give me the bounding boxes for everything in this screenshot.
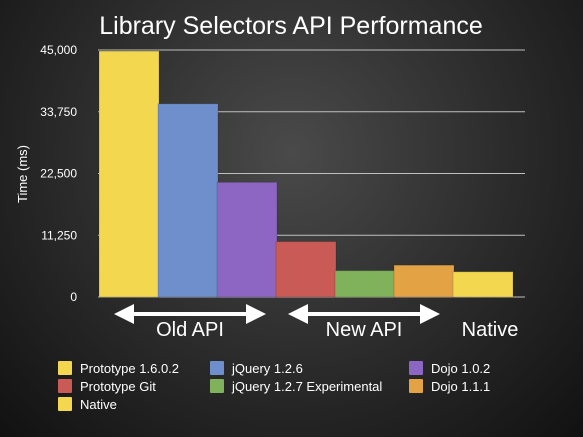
bar	[335, 270, 395, 297]
bar	[99, 51, 159, 297]
legend-item: jQuery 1.2.6	[210, 360, 409, 376]
legend-item: Prototype 1.6.0.2	[58, 360, 210, 376]
bar	[158, 103, 218, 298]
legend-label: Dojo 1.1.1	[431, 378, 491, 394]
y-tick-label: 22,500	[40, 167, 77, 181]
legend-swatch	[58, 379, 72, 393]
legend-item: jQuery 1.2.7 Experimental	[210, 378, 409, 394]
legend-label: Prototype Git	[80, 378, 156, 394]
legend-swatch	[210, 379, 224, 393]
bar-outline	[216, 181, 278, 298]
legend-label: jQuery 1.2.6	[232, 360, 303, 376]
chart-title: Library Selectors API Performance	[99, 12, 483, 40]
y-tick-label: 11,250	[41, 228, 77, 242]
legend-swatch	[409, 379, 423, 393]
group-labels: Old API New API Native	[114, 304, 519, 341]
bar	[217, 182, 277, 297]
bar-outline	[452, 271, 514, 298]
group-label: Old API	[156, 319, 224, 341]
bar-outline	[275, 241, 337, 298]
legend-label: Native	[80, 396, 117, 412]
y-axis-label: Time (ms)	[15, 145, 30, 203]
y-tick-label: 45,000	[40, 43, 77, 57]
y-tick-labels: 45,000 33,750 22,500 11,250 0	[40, 43, 77, 304]
group-label: Native	[462, 319, 519, 341]
y-tick-label: 33,750	[40, 105, 77, 119]
legend-item: Native	[58, 396, 210, 412]
legend: Prototype 1.6.0.2 jQuery 1.2.6 Dojo 1.0.2 P…	[58, 360, 578, 412]
legend-label: Dojo 1.0.2	[431, 360, 491, 376]
bar	[394, 265, 454, 297]
legend-item: Dojo 1.1.1	[409, 378, 569, 394]
legend-item: Prototype Git	[58, 378, 210, 394]
legend-swatch	[58, 397, 72, 411]
legend-label: jQuery 1.2.7 Experimental	[232, 378, 383, 394]
group-label: New API	[326, 319, 403, 341]
legend-item: Dojo 1.0.2	[409, 360, 569, 376]
legend-label: Prototype 1.6.0.2	[80, 360, 180, 376]
bar	[453, 271, 513, 297]
y-tick-label: 0	[70, 290, 77, 304]
legend-swatch	[58, 361, 72, 375]
legend-swatch	[210, 361, 224, 375]
bars	[98, 50, 514, 298]
bar	[276, 241, 336, 297]
legend-swatch	[409, 361, 423, 375]
